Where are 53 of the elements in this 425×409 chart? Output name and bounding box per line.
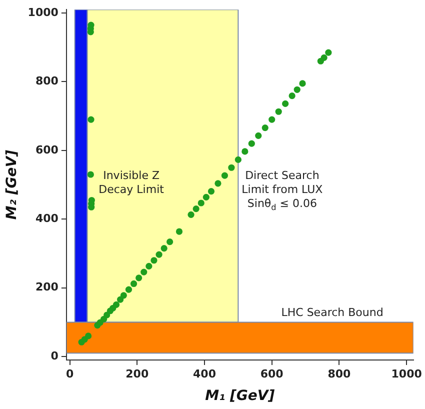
point — [112, 301, 120, 308]
band-label: LHC Search Bound — [281, 306, 384, 320]
point — [294, 86, 300, 93]
point — [208, 188, 215, 195]
point — [160, 245, 168, 252]
point — [140, 268, 148, 276]
point — [221, 172, 228, 179]
point — [120, 292, 127, 299]
y-tick-label: 600 — [35, 143, 59, 156]
point — [255, 132, 262, 139]
point — [234, 156, 242, 164]
x-axis-title: M₁ [GeV] — [205, 388, 276, 404]
point — [85, 332, 92, 340]
y-tick-label: 800 — [35, 74, 59, 88]
x-tick-label: 400 — [193, 367, 216, 380]
point — [288, 92, 296, 100]
y-tick-label: 1000 — [28, 6, 59, 19]
x-tick-label: 1000 — [391, 367, 422, 380]
point — [282, 100, 289, 108]
y-axis-title: M₂ [GeV] — [4, 149, 20, 220]
point — [150, 257, 158, 264]
point — [248, 140, 255, 147]
x-tick-label: 200 — [126, 367, 149, 380]
y-tick-label: 0 — [50, 349, 59, 362]
point — [198, 200, 204, 206]
point — [202, 194, 210, 200]
point — [136, 274, 142, 282]
point — [192, 206, 200, 212]
x-tick-label: 800 — [328, 367, 352, 380]
point — [188, 211, 194, 218]
point — [320, 54, 328, 61]
point — [262, 124, 268, 132]
y-tick-label: 200 — [35, 280, 59, 294]
point — [228, 164, 235, 171]
band-label: Invisible Z Decay Limit — [98, 168, 165, 196]
point — [214, 180, 222, 187]
point — [156, 251, 162, 258]
y-tick-label: 400 — [35, 212, 59, 226]
point — [146, 262, 152, 270]
point — [242, 148, 248, 155]
point — [176, 228, 183, 235]
point — [125, 286, 132, 293]
point — [275, 108, 282, 115]
point — [88, 22, 94, 28]
point — [87, 171, 94, 178]
point — [88, 116, 94, 123]
point — [166, 238, 174, 246]
point — [268, 116, 276, 123]
x-tick-label: 600 — [260, 367, 284, 380]
point — [130, 280, 138, 288]
x-tick-label: 0 — [66, 367, 74, 380]
point — [299, 80, 306, 87]
point — [325, 49, 332, 56]
